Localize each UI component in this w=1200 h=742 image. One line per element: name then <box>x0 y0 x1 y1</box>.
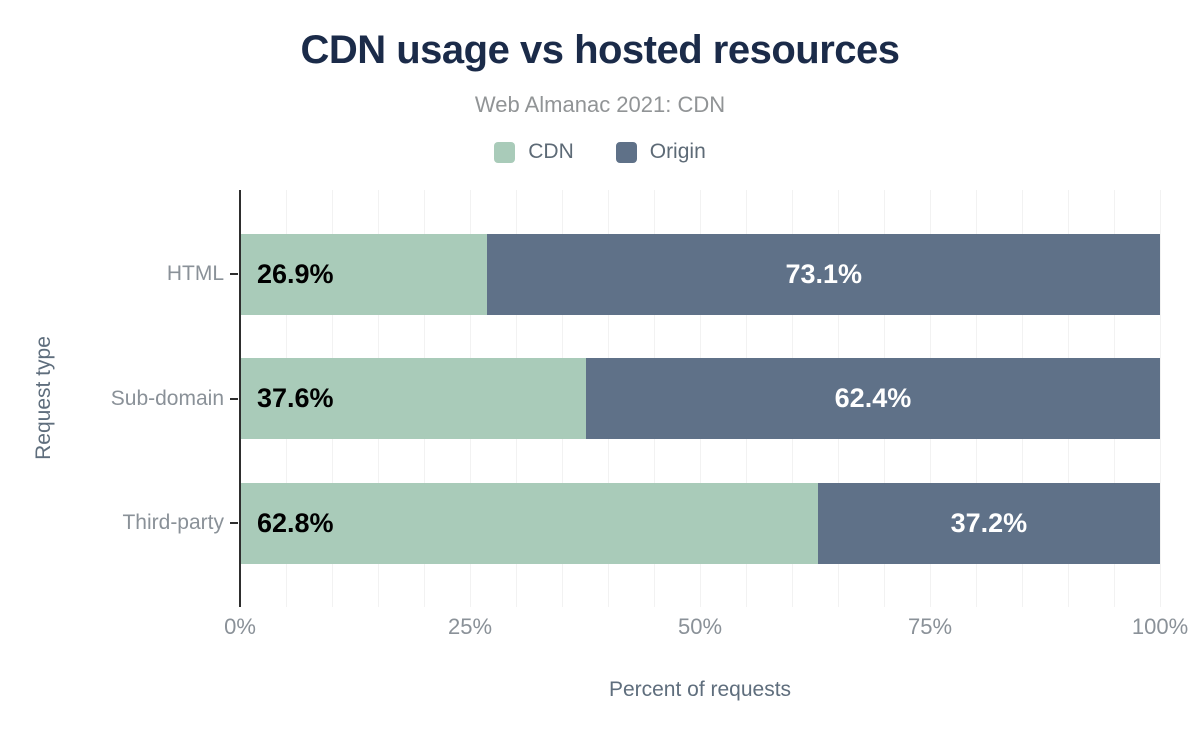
x-axis-title: Percent of requests <box>608 678 792 701</box>
bar-value-label: 37.2% <box>950 507 1028 538</box>
bar-value-label: 37.6% <box>257 383 334 413</box>
bar-segment-cdn-sub-domain: 37.6% <box>240 358 586 439</box>
category-label-sub-domain: Sub-domain <box>110 386 224 410</box>
chart-subtitle: Web Almanac 2021: CDN <box>474 92 726 117</box>
legend-label: CDN <box>528 140 574 163</box>
y-axis-line <box>239 190 241 607</box>
category-label-html: HTML <box>166 262 224 285</box>
bar-row-html: HTML 26.9% 73.1% <box>167 233 1160 315</box>
bar-value-label: 62.4% <box>834 383 912 413</box>
x-tick-label-50: 50% <box>677 614 723 639</box>
plot-area: HTML 26.9% 73.1% Sub-domain 37.6% 62.4% Third-… <box>111 190 1161 607</box>
legend-label: Origin <box>649 140 706 163</box>
chart-legend: CDN Origin <box>0 140 1200 164</box>
x-axis-ticks: 0% 25% 50% 75% 100% <box>224 614 1188 642</box>
bar-value-label: 73.1% <box>785 258 862 289</box>
y-axis-title: Request type <box>32 336 55 460</box>
legend-item-cdn[interactable]: CDN <box>494 140 574 164</box>
legend-swatch-origin <box>615 141 637 163</box>
category-tick <box>230 273 238 275</box>
bar-value-label: 62.8% <box>257 507 334 538</box>
category-tick <box>230 522 238 524</box>
bar-row-third-party: Third-party 62.8% 37.2% <box>122 482 1160 564</box>
category-tick <box>230 397 238 400</box>
category-label-third-party: Third-party <box>122 511 224 534</box>
legend-item-origin[interactable]: Origin <box>615 140 706 164</box>
bar-rows: HTML 26.9% 73.1% Sub-domain 37.6% 62.4% Third-… <box>111 190 1160 607</box>
bar-segment-origin-third-party: 37.2% <box>817 482 1160 564</box>
bar-segment-origin-sub-domain: 62.4% <box>585 358 1160 439</box>
x-tick-label-100: 100% <box>1131 614 1189 639</box>
stacked-bar: 62.8% 37.2% <box>240 482 1160 564</box>
bar-segment-cdn-third-party: 62.8% <box>240 482 818 564</box>
gridline-100 <box>1160 190 1161 607</box>
bar-segment-origin-html: 73.1% <box>487 233 1160 315</box>
bar-segment-cdn-html: 26.9% <box>240 233 488 315</box>
chart-title: CDN usage vs hosted resources <box>300 28 900 72</box>
bar-row-sub-domain: Sub-domain 37.6% 62.4% <box>111 358 1160 439</box>
legend-swatch-cdn <box>494 141 516 163</box>
x-tick-label-75: 75% <box>907 614 953 639</box>
stacked-bar: 26.9% 73.1% <box>240 233 1160 315</box>
x-tick-label-0: 0% <box>224 614 256 639</box>
x-tick-label-25: 25% <box>447 614 493 639</box>
stacked-bar: 37.6% 62.4% <box>240 358 1160 439</box>
bar-value-label: 26.9% <box>257 258 334 289</box>
